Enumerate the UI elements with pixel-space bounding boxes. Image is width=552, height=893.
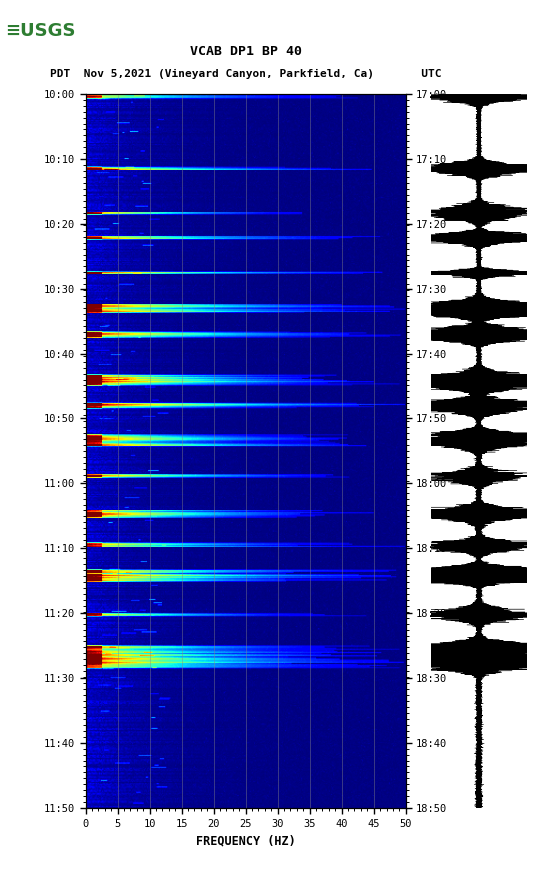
X-axis label: FREQUENCY (HZ): FREQUENCY (HZ) bbox=[196, 834, 295, 847]
Text: VCAB DP1 BP 40: VCAB DP1 BP 40 bbox=[190, 45, 301, 58]
Text: ≡USGS: ≡USGS bbox=[6, 22, 76, 40]
Text: PDT  Nov 5,2021 (Vineyard Canyon, Parkfield, Ca)       UTC: PDT Nov 5,2021 (Vineyard Canyon, Parkfie… bbox=[50, 69, 442, 79]
